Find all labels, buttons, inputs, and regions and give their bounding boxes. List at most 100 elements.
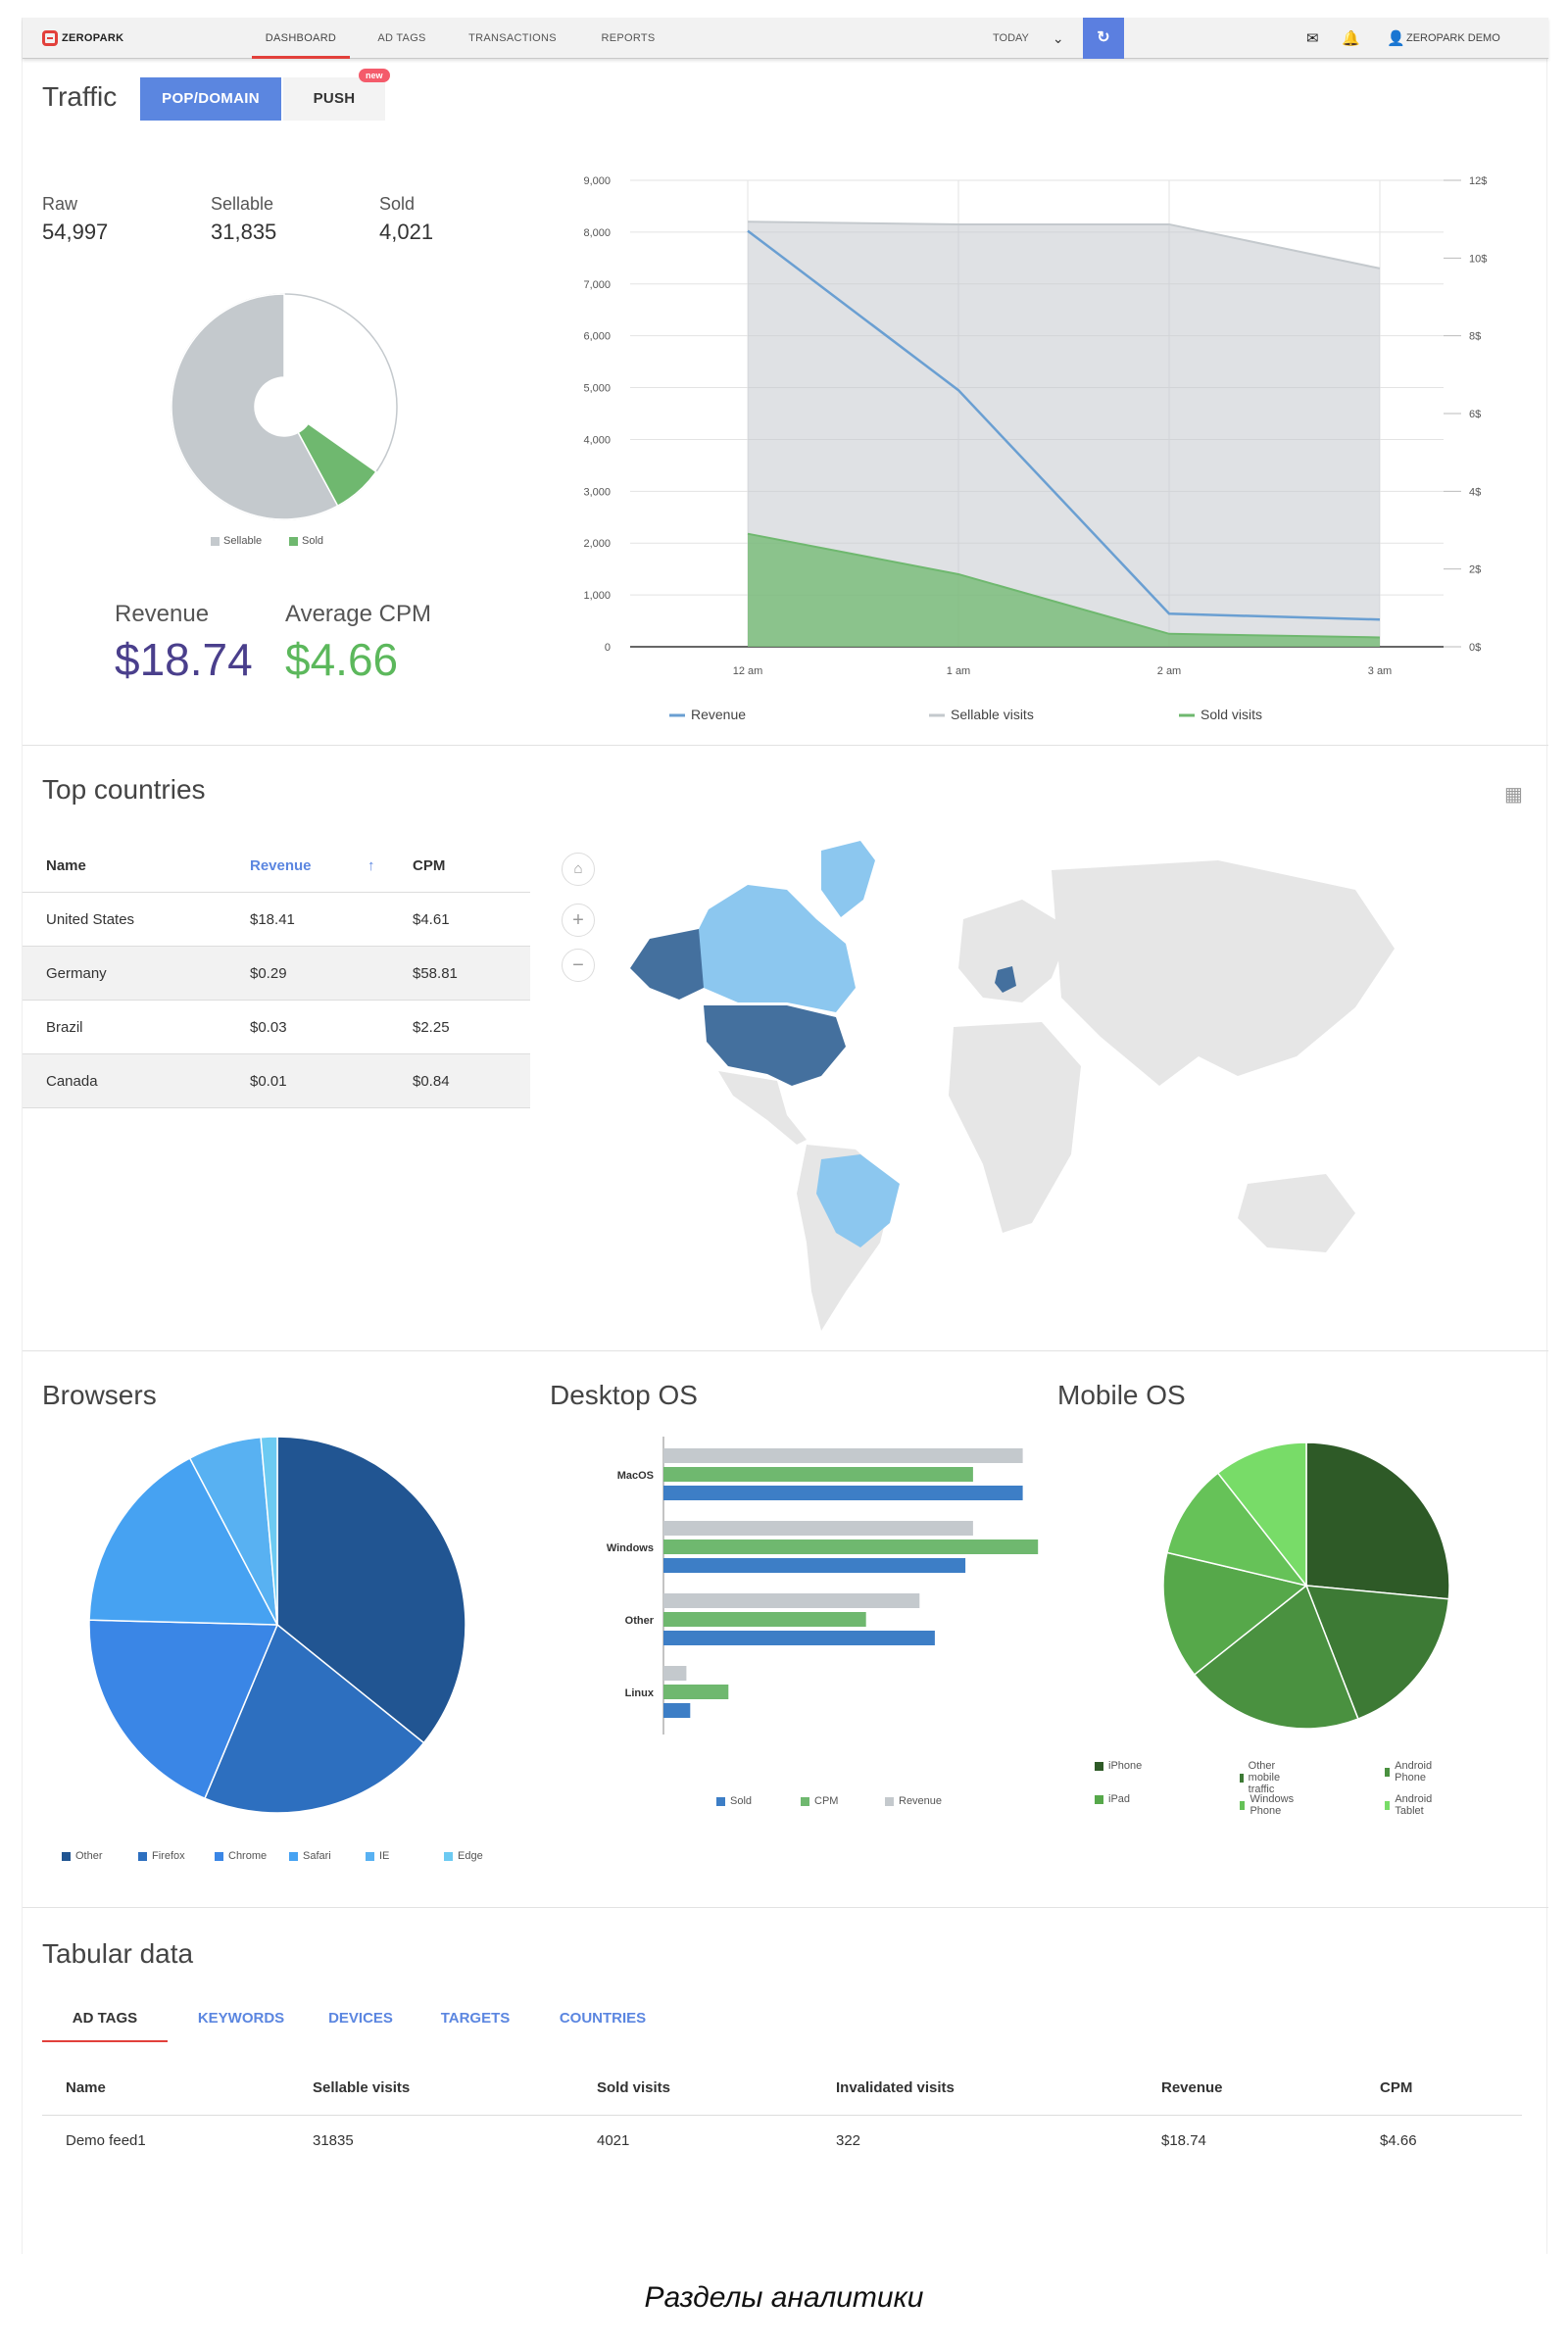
table-row[interactable]: United States $18.41 $4.61 xyxy=(23,893,530,947)
bell-icon[interactable]: 🔔 xyxy=(1342,30,1360,47)
revenue-kpi-label: Revenue xyxy=(115,601,210,627)
bar-cpm-macos[interactable] xyxy=(663,1467,973,1482)
col-cpm[interactable]: CPM xyxy=(1380,2079,1413,2096)
legend-label: Safari xyxy=(303,1850,331,1862)
table-row[interactable]: Canada $0.01 $0.84 xyxy=(23,1054,530,1108)
map-usa[interactable] xyxy=(704,1005,846,1086)
bar-revenue-other[interactable] xyxy=(663,1593,920,1608)
legend-item[interactable]: CPM xyxy=(801,1795,838,1807)
bar-sold-linux[interactable] xyxy=(663,1703,691,1718)
nav-reports[interactable]: REPORTS xyxy=(601,32,656,44)
legend-item[interactable]: Safari xyxy=(289,1850,331,1862)
bar-sold-other[interactable] xyxy=(663,1631,935,1645)
sold-label: Sold xyxy=(379,194,416,214)
user-icon[interactable]: 👤 xyxy=(1387,30,1405,47)
tab-devices[interactable]: DEVICES xyxy=(328,2010,393,2027)
pie-slice-firefox[interactable] xyxy=(203,1623,425,1814)
legend-swatch xyxy=(138,1851,147,1861)
pie-slice-safari[interactable] xyxy=(88,1457,279,1626)
tab-pop-domain[interactable]: POP/DOMAIN xyxy=(140,77,281,121)
section-divider xyxy=(23,1350,1548,1351)
countries-col-revenue[interactable]: Revenue xyxy=(250,857,312,874)
legend-item[interactable]: Firefox xyxy=(138,1850,185,1862)
col-revenue[interactable]: Revenue xyxy=(1161,2079,1223,2096)
legend-item[interactable]: Android Tablet xyxy=(1385,1793,1436,1817)
map-alaska[interactable] xyxy=(630,929,704,1000)
line-revenue xyxy=(747,229,1381,621)
col-sold-visits[interactable]: Sold visits xyxy=(597,2079,671,2096)
area-sold-visits xyxy=(748,533,1380,647)
legend-item[interactable]: IE xyxy=(366,1850,389,1862)
user-name[interactable]: ZEROPARK DEMO xyxy=(1406,32,1500,44)
legend-item[interactable]: iPhone xyxy=(1095,1760,1142,1772)
nav-dashboard[interactable]: DASHBOARD xyxy=(252,18,350,59)
top-navigation-bar: ZEROPARK DASHBOARD AD TAGS TRANSACTIONS … xyxy=(23,18,1548,59)
map-asia xyxy=(1052,860,1395,1086)
tab-push[interactable]: PUSH xyxy=(283,77,385,121)
col-name[interactable]: Name xyxy=(66,2079,106,2096)
map-brazil[interactable] xyxy=(816,1154,900,1247)
pie-slice-windows-phone[interactable] xyxy=(1166,1472,1308,1588)
bar-sold-windows[interactable] xyxy=(663,1558,966,1573)
pie-slice-edge[interactable] xyxy=(260,1436,278,1626)
legend-label: Sellable xyxy=(223,535,263,547)
pie-slice-iphone[interactable] xyxy=(1305,1442,1450,1600)
legend-item[interactable]: Chrome xyxy=(215,1850,267,1862)
map-germany[interactable] xyxy=(995,966,1016,993)
pie-slice-android-phone[interactable] xyxy=(1193,1584,1359,1730)
refresh-button[interactable]: ↻ xyxy=(1083,18,1124,59)
table-row[interactable]: Brazil $0.03 $2.25 xyxy=(23,1001,530,1054)
legend-swatch xyxy=(885,1796,894,1806)
map-zoom-out-button[interactable]: − xyxy=(562,949,595,982)
legend-item[interactable]: Edge xyxy=(444,1850,483,1862)
country-name: United States xyxy=(46,911,135,928)
pie-slice-chrome[interactable] xyxy=(88,1619,279,1800)
col-invalidated-visits[interactable]: Invalidated visits xyxy=(836,2079,955,2096)
legend-label[interactable]: Sellable visits xyxy=(951,707,1034,722)
tab-keywords[interactable]: KEYWORDS xyxy=(197,2010,285,2027)
bar-revenue-windows[interactable] xyxy=(663,1521,973,1536)
tab-targets[interactable]: TARGETS xyxy=(440,2010,511,2027)
pie-slice-other[interactable] xyxy=(276,1436,466,1744)
legend-item[interactable]: Other xyxy=(62,1850,103,1862)
section-divider xyxy=(23,1907,1548,1908)
map-canada[interactable] xyxy=(689,885,856,1012)
date-range-select[interactable]: TODAY ⌄ xyxy=(973,21,1099,56)
map-mexico xyxy=(718,1071,807,1145)
bar-revenue-macos[interactable] xyxy=(663,1448,1023,1463)
legend-item[interactable]: Sold xyxy=(716,1795,752,1807)
legend-swatch xyxy=(289,536,298,546)
map-toggle-icon[interactable]: ▦ xyxy=(1504,784,1523,806)
legend-item[interactable]: Android Phone xyxy=(1385,1760,1436,1784)
tab-ad-tags[interactable]: AD TAGS xyxy=(42,1995,168,2042)
nav-ad-tags[interactable]: AD TAGS xyxy=(377,32,426,44)
bar-cpm-linux[interactable] xyxy=(663,1685,729,1699)
bar-revenue-linux[interactable] xyxy=(663,1666,687,1681)
mobile-os-pie-chart xyxy=(1162,1442,1450,1730)
nav-transactions[interactable]: TRANSACTIONS xyxy=(468,32,557,44)
sort-arrow-up-icon[interactable]: ↑ xyxy=(368,857,375,874)
zeropark-logo[interactable]: ZEROPARK xyxy=(42,29,123,47)
tab-countries[interactable]: COUNTRIES xyxy=(559,2010,647,2027)
pie-slice-other-mobile-traffic[interactable] xyxy=(1304,1585,1450,1721)
pie-slice-android-tablet[interactable] xyxy=(1216,1442,1307,1588)
bar-cpm-other[interactable] xyxy=(663,1612,866,1627)
pie-slice-ipad[interactable] xyxy=(1162,1551,1308,1676)
row-invalidated-visits: 322 xyxy=(836,2132,861,2149)
row-name[interactable]: Demo feed1 xyxy=(66,2132,146,2149)
legend-label[interactable]: Sold visits xyxy=(1200,707,1262,722)
table-row[interactable]: Germany $0.29 $58.81 xyxy=(23,947,530,1001)
mail-icon[interactable]: ✉ xyxy=(1306,30,1319,47)
map-zoom-in-button[interactable]: + xyxy=(562,904,595,937)
bar-cpm-windows[interactable] xyxy=(663,1540,1039,1554)
map-home-button[interactable]: ⌂ xyxy=(562,853,595,886)
legend-label[interactable]: Revenue xyxy=(691,707,746,722)
legend-item[interactable]: Other mobile traffic xyxy=(1240,1760,1285,1795)
legend-item[interactable]: iPad xyxy=(1095,1793,1130,1805)
countries-col-name[interactable]: Name xyxy=(46,857,86,874)
col-sellable-visits[interactable]: Sellable visits xyxy=(313,2079,411,2096)
legend-item[interactable]: Windows Phone xyxy=(1240,1793,1298,1817)
bar-sold-macos[interactable] xyxy=(663,1486,1023,1500)
countries-col-cpm[interactable]: CPM xyxy=(413,857,446,874)
legend-item[interactable]: Revenue xyxy=(885,1795,942,1807)
